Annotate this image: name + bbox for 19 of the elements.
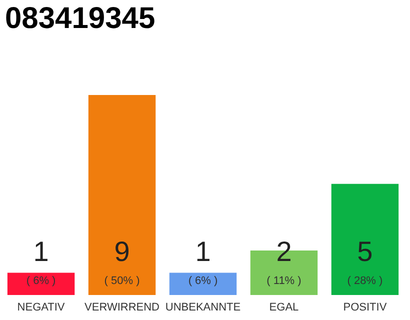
annotation: ( 11% ) <box>266 275 302 287</box>
bar <box>169 272 237 295</box>
x-tick-label: UNBEKANNTE <box>165 302 241 314</box>
data-label: 1 <box>33 236 49 267</box>
chart-title: 083419345 <box>5 2 156 35</box>
x-tick-label: POSITIV <box>343 302 388 314</box>
annotation: ( 28% ) <box>347 275 383 287</box>
data-label: 5 <box>357 236 373 267</box>
bar <box>7 272 75 295</box>
annotation: ( 50% ) <box>104 275 140 287</box>
x-tick-label: VERWIRREND <box>84 302 160 314</box>
data-label: 9 <box>114 236 130 267</box>
data-label: 1 <box>195 236 211 267</box>
bar <box>88 95 156 295</box>
x-tick-label: EGAL <box>269 302 299 314</box>
bar <box>331 184 399 295</box>
annotation: ( 6% ) <box>26 275 56 287</box>
annotation: ( 6% ) <box>188 275 218 287</box>
x-tick-label: NEGATIV <box>17 302 66 314</box>
